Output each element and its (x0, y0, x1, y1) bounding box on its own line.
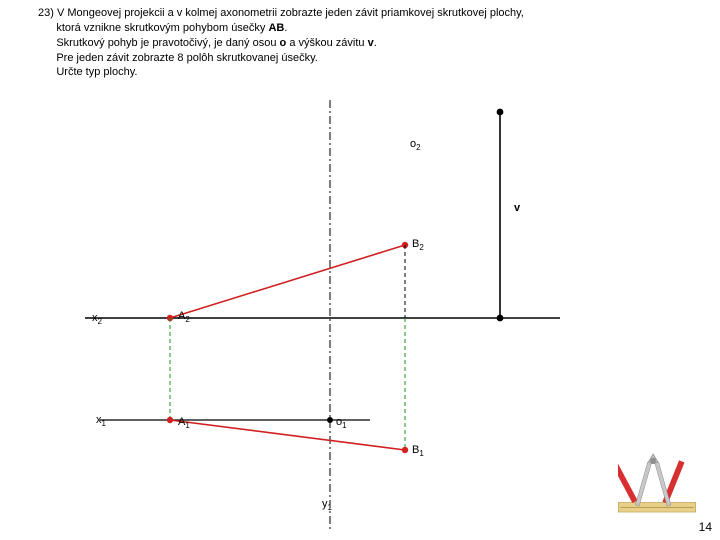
p-l3c: a výškou závitu (286, 37, 367, 49)
p-l2a: ktorá vznikne skrutkovým pohybom úsečky (56, 22, 268, 34)
p-l3a: Skrutkový pohyb je pravotočivý, je daný … (56, 37, 279, 49)
label-B2: B2 (412, 238, 424, 252)
p-l1: V Mongeovej projekcii a v kolmej axonome… (57, 7, 524, 19)
page-number: 14 (699, 520, 712, 534)
label-A2: A2 (178, 310, 190, 324)
label-A1: A1 (178, 416, 190, 430)
label-B1: B1 (412, 444, 424, 458)
diagram: o2 v B2 x2 A2 x1 A1 o1 B1 y1 (40, 100, 600, 530)
problem-number: 23) (38, 7, 54, 19)
label-v: v (514, 202, 520, 214)
label-x1: x1 (96, 414, 106, 428)
p-l5: Určte typ plochy. (56, 66, 137, 78)
label-o1: o1 (336, 416, 347, 430)
diagram-svg (40, 100, 600, 530)
p-l3e: . (374, 37, 377, 49)
drafting-tools-icon (618, 452, 696, 514)
label-y1: y1 (322, 498, 332, 512)
p-l2b: AB (268, 22, 284, 34)
p-l4: Pre jeden závit zobrazte 8 polôh skrutko… (56, 52, 318, 64)
label-o2: o2 (410, 138, 421, 152)
p-l2c: . (284, 22, 287, 34)
label-x2: x2 (92, 312, 102, 326)
problem-text: 23) V Mongeovej projekcii a v kolmej axo… (38, 6, 524, 80)
